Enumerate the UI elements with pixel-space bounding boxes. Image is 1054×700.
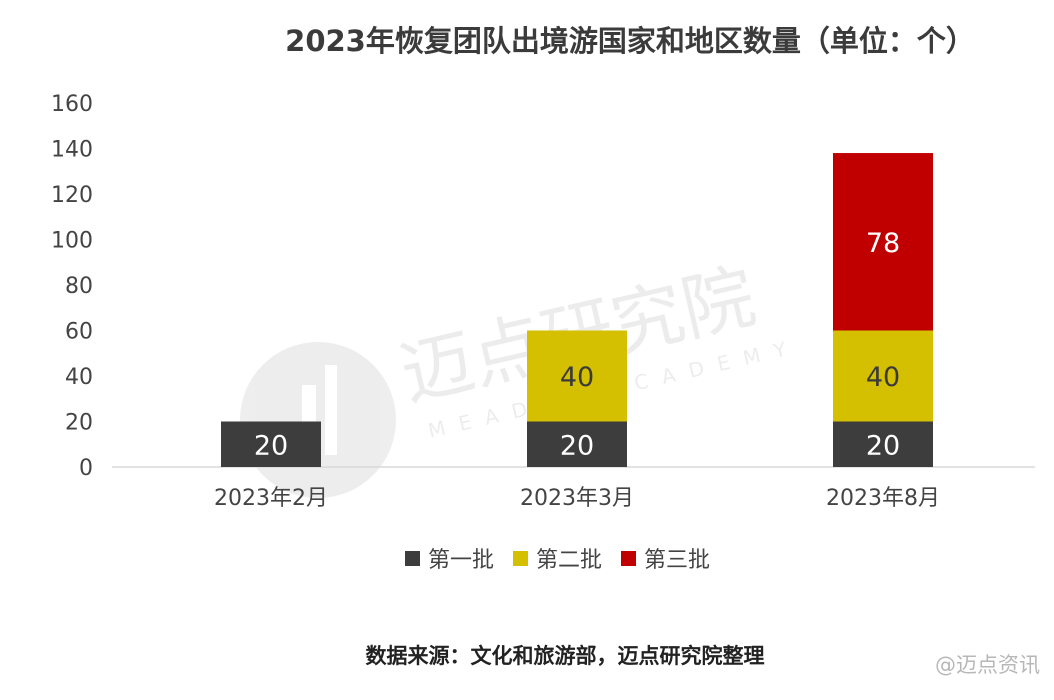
y-tick-label: 80 — [65, 274, 93, 299]
bar-segment — [833, 421, 933, 467]
bar-data-label: 78 — [866, 228, 900, 259]
legend-label: 第一批 — [428, 548, 494, 573]
y-tick-label: 120 — [51, 183, 93, 208]
x-axis: 2023年2月 2023年3月 2023年8月 — [214, 486, 940, 511]
bar-segment — [527, 421, 627, 467]
bar-segment — [221, 421, 321, 467]
bar-data-label: 20 — [866, 430, 900, 461]
legend-label: 第三批 — [644, 548, 710, 573]
bars: 20 20 40 20 40 78 — [221, 153, 933, 467]
legend-label: 第二批 — [536, 548, 602, 573]
y-tick-label: 160 — [51, 92, 93, 117]
chart-title: 2023年恢复团队出境游国家和地区数量（单位：个） — [285, 24, 975, 58]
x-tick-label: 2023年2月 — [214, 486, 328, 511]
bar-segment — [833, 153, 933, 331]
y-tick-label: 60 — [65, 320, 93, 345]
y-tick-label: 0 — [79, 456, 93, 481]
y-tick-label: 40 — [65, 365, 93, 390]
y-axis: 0 20 40 60 80 100 120 140 160 — [51, 92, 93, 481]
legend-swatch — [513, 551, 528, 566]
bar-segment — [833, 330, 933, 422]
x-tick-label: 2023年8月 — [826, 486, 940, 511]
x-tick-label: 2023年3月 — [520, 486, 634, 511]
legend-swatch — [621, 551, 636, 566]
y-tick-label: 140 — [51, 138, 93, 163]
bar-data-label: 20 — [560, 430, 594, 461]
bar-data-label: 20 — [254, 430, 288, 461]
y-tick-label: 20 — [65, 411, 93, 436]
y-tick-label: 100 — [51, 229, 93, 254]
source-note: 数据来源：文化和旅游部，迈点研究院整理 — [366, 644, 765, 668]
watermark-corner-text: @迈点资讯 — [935, 653, 1040, 677]
bar-segment — [527, 330, 627, 422]
watermark-logo — [240, 342, 396, 498]
legend: 第一批 第二批 第三批 — [405, 548, 710, 573]
legend-swatch — [405, 551, 420, 566]
bar-data-label: 40 — [560, 362, 594, 393]
bar-data-label: 40 — [866, 362, 900, 393]
